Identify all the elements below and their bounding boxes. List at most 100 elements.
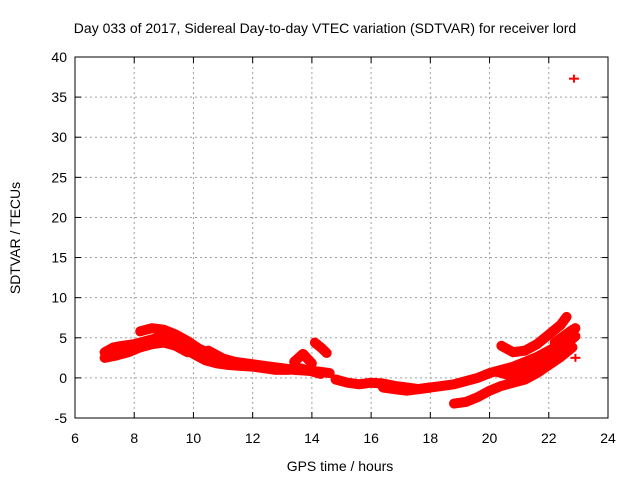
- data-point: [118, 341, 127, 350]
- data-point: [136, 327, 145, 336]
- data-point: [109, 343, 118, 352]
- data-point: [461, 377, 470, 386]
- data-point: [195, 345, 204, 354]
- y-tick-label: 0: [59, 370, 67, 386]
- tick-labels: 6 8 10 12 14 16 18 20 22 24 -5 0 5 10 15 20 25 30 35 40: [51, 49, 616, 446]
- data-point: [491, 367, 500, 376]
- data-point: [521, 357, 530, 366]
- data-point: [559, 332, 568, 341]
- x-tick-label: 18: [423, 430, 439, 446]
- data-point: [532, 340, 541, 349]
- data-point: [136, 343, 145, 352]
- data-point: [550, 338, 559, 347]
- data-point: [204, 346, 213, 355]
- data-point: [147, 324, 156, 333]
- data-point: [355, 380, 364, 389]
- data-series-group: [99, 74, 581, 409]
- data-point: [426, 383, 435, 392]
- data-point: [290, 365, 299, 374]
- data-point: [556, 320, 565, 329]
- data-point: [509, 348, 518, 357]
- x-tick-label: 6: [71, 430, 79, 446]
- data-point: [325, 369, 334, 378]
- data-point: [473, 373, 482, 382]
- data-point: [222, 356, 231, 365]
- data-point: [485, 386, 494, 395]
- data-point: [331, 375, 340, 384]
- y-tick-label: 20: [51, 209, 67, 225]
- data-point: [322, 349, 331, 358]
- data-point: [473, 393, 482, 402]
- plot-frame: [74, 56, 609, 419]
- data-point: [343, 378, 352, 387]
- data-point: [147, 340, 156, 349]
- y-axis-label: SDTVAR / TECUs: [7, 182, 23, 294]
- data-point: [390, 385, 399, 394]
- y-tick-label: 40: [51, 49, 67, 65]
- data-point: [562, 340, 571, 349]
- x-tick-label: 14: [304, 430, 320, 446]
- data-point: [538, 359, 547, 368]
- data-point: [450, 380, 459, 389]
- data-point: [242, 359, 251, 368]
- data-point: [301, 366, 310, 375]
- data-point: [521, 375, 530, 384]
- data-point: [254, 361, 263, 370]
- data-point: [378, 383, 387, 392]
- data-point: [450, 399, 459, 408]
- data-point: [290, 357, 299, 366]
- y-tick-label: 10: [51, 290, 67, 306]
- y-tick-label: -5: [55, 410, 68, 426]
- grid-lines: [75, 57, 608, 418]
- axis-ticks: [74, 56, 609, 419]
- data-point: [438, 381, 447, 390]
- data-point: [497, 341, 506, 350]
- x-tick-label: 12: [245, 430, 261, 446]
- data-point: [571, 324, 580, 333]
- data-point: [230, 357, 239, 366]
- x-axis-label: GPS time / hours: [287, 458, 394, 474]
- data-point: [183, 340, 192, 349]
- data-point: [532, 353, 541, 362]
- data-point: [159, 338, 168, 347]
- data-point: [527, 364, 536, 373]
- data-point: [316, 343, 325, 352]
- y-tick-label: 5: [59, 330, 67, 346]
- data-point: [521, 346, 530, 355]
- x-tick-label: 24: [600, 430, 616, 446]
- data-point: [299, 349, 308, 358]
- data-point: [367, 378, 376, 387]
- data-point: [307, 359, 316, 368]
- y-tick-label: 15: [51, 250, 67, 266]
- chart-title: Day 033 of 2017, Sidereal Day-to-day VTE…: [74, 20, 576, 36]
- x-tick-label: 16: [363, 430, 379, 446]
- data-point: [414, 385, 423, 394]
- data-point: [266, 362, 275, 371]
- data-point: [461, 397, 470, 406]
- data-point: [213, 351, 222, 360]
- y-tick-label: 25: [51, 169, 67, 185]
- outlier-point: [568, 74, 579, 83]
- data-point: [310, 338, 319, 347]
- data-point: [503, 370, 512, 379]
- data-point: [562, 312, 571, 321]
- data-point: [100, 353, 109, 362]
- data-point: [402, 386, 411, 395]
- y-tick-label: 30: [51, 129, 67, 145]
- outlier-point: [570, 353, 581, 362]
- x-tick-label: 22: [541, 430, 557, 446]
- data-point: [171, 341, 180, 350]
- data-point: [544, 330, 553, 339]
- data-point: [159, 325, 168, 334]
- data-point: [550, 351, 559, 360]
- data-point: [313, 367, 322, 376]
- data-point: [112, 351, 121, 360]
- data-point: [515, 369, 524, 378]
- x-tick-label: 8: [130, 430, 138, 446]
- x-tick-label: 20: [482, 430, 498, 446]
- data-point: [509, 378, 518, 387]
- data-point: [171, 330, 180, 339]
- data-point: [278, 364, 287, 373]
- y-tick-label: 35: [51, 89, 67, 105]
